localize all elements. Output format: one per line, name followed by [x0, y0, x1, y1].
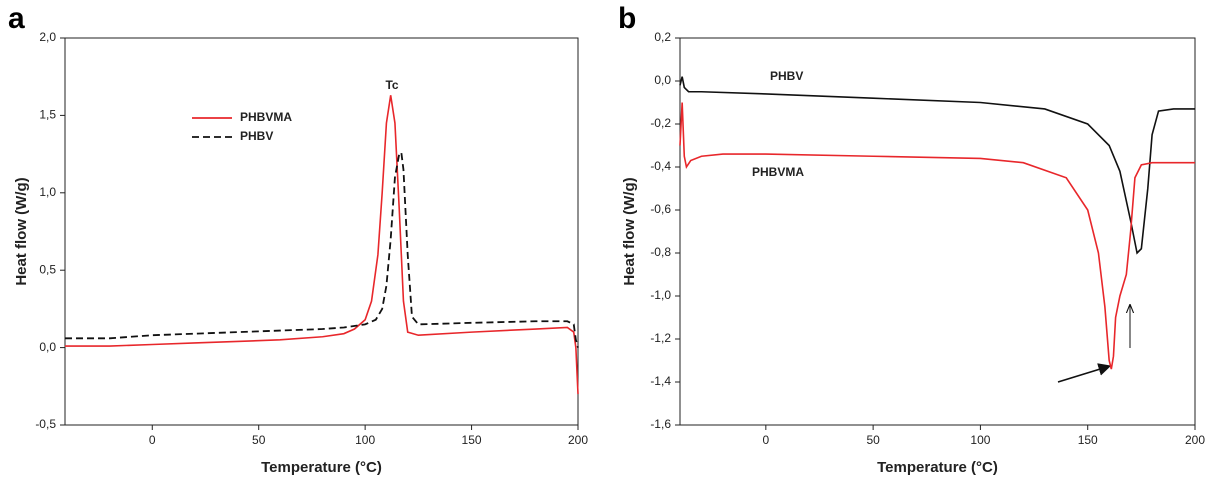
y-tick-label: -1,2	[650, 331, 671, 345]
x-tick-label: 200	[1185, 433, 1205, 447]
annotation: Tc	[385, 78, 398, 92]
plot-frame	[679, 37, 1196, 426]
panel-label: a	[8, 2, 25, 35]
y-tick-label: 0,0	[654, 73, 671, 87]
x-tick-label: 0	[149, 433, 156, 447]
x-tick-label: 150	[462, 433, 482, 447]
y-tick-label: 0,2	[654, 30, 671, 44]
legend-label: PHBVMA	[240, 110, 292, 124]
data-line	[65, 95, 579, 395]
y-tick-label: -0,5	[35, 417, 56, 431]
x-tick-label: 100	[355, 433, 375, 447]
y-tick-label: -0,8	[650, 245, 671, 259]
y-tick-label: -1,6	[650, 417, 671, 431]
data-line	[65, 150, 579, 348]
series-label: PHBVMA	[752, 165, 804, 179]
y-tick-label: -0,4	[650, 159, 671, 173]
x-axis-label: Temperature (°C)	[877, 459, 998, 476]
data-line	[679, 102, 1195, 370]
legend-label: PHBV	[240, 129, 273, 143]
arrow	[1057, 363, 1112, 383]
x-axis-label: Temperature (°C)	[261, 459, 382, 476]
x-tick-label: 150	[1078, 433, 1098, 447]
data-line	[679, 76, 1195, 255]
y-tick-label: 1,5	[39, 108, 56, 122]
x-tick-label: 50	[252, 433, 266, 447]
y-tick-label: 1,0	[39, 185, 56, 199]
y-axis-label: Heat flow (W/g)	[621, 177, 638, 285]
x-tick-label: 0	[762, 433, 769, 447]
y-tick-label: 0,5	[39, 262, 56, 276]
y-tick-label: 2,0	[39, 30, 56, 44]
y-axis-label: Heat flow (W/g)	[13, 177, 30, 285]
y-tick-label: -1,4	[650, 374, 671, 388]
x-tick-label: 50	[866, 433, 880, 447]
y-tick-label: -1,0	[650, 288, 671, 302]
y-tick-label: 0,0	[39, 340, 56, 354]
panel-label: b	[618, 2, 636, 35]
x-tick-label: 200	[568, 433, 588, 447]
series-label: PHBV	[770, 69, 803, 83]
y-tick-label: -0,6	[650, 202, 671, 216]
plot-frame	[64, 37, 579, 426]
y-tick-label: -0,2	[650, 116, 671, 130]
x-tick-label: 100	[970, 433, 990, 447]
